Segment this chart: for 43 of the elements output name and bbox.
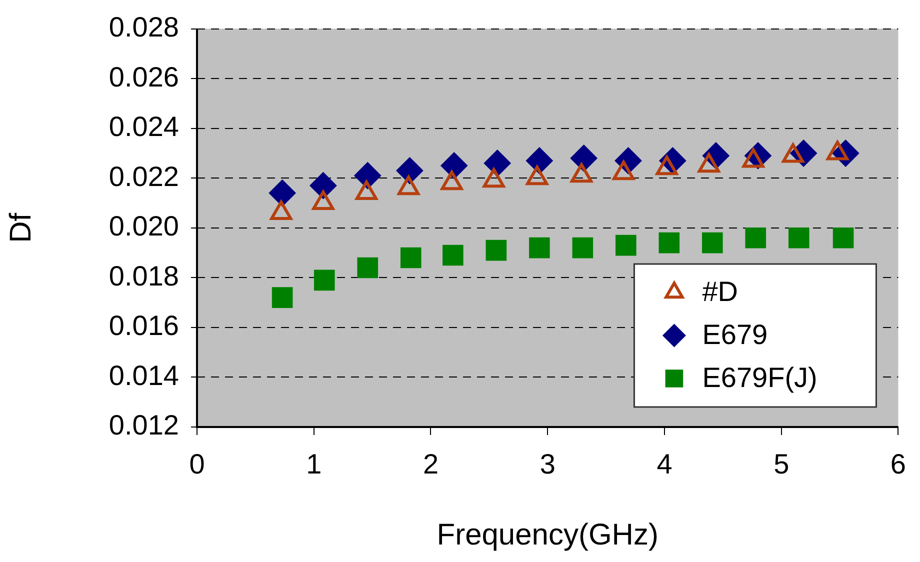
y-tick-label: 0.026: [108, 61, 179, 92]
point: [354, 162, 382, 190]
point: [357, 257, 378, 278]
point: [570, 144, 598, 172]
point: [440, 152, 468, 180]
legend-label: E679: [702, 319, 768, 350]
y-axis-title: Df: [4, 212, 38, 243]
y-tick-label: 0.022: [108, 160, 179, 192]
y-tick-label: 0.014: [108, 360, 179, 391]
y-tick-label: 0.016: [108, 310, 179, 342]
point: [788, 227, 810, 248]
point: [268, 180, 296, 207]
point: [310, 172, 337, 200]
point: [702, 232, 723, 254]
legend-label: E679F(J): [702, 362, 818, 394]
point: [832, 227, 854, 248]
x-tick-label: 1: [306, 448, 322, 480]
point: [526, 147, 553, 174]
point: [616, 234, 636, 256]
point: [658, 232, 680, 254]
point: [529, 237, 550, 258]
point: [400, 247, 422, 268]
point: [272, 287, 293, 308]
x-tick-label: 5: [774, 448, 790, 480]
point: [484, 150, 511, 177]
x-tick-label: 6: [890, 448, 906, 480]
x-axis-title: Frequency(GHz): [436, 518, 658, 552]
point: [396, 157, 424, 184]
legend-label: #D: [702, 276, 738, 308]
point: [314, 270, 335, 291]
point: [745, 227, 766, 248]
y-tick-label: 0.012: [108, 410, 179, 441]
y-tick-label: 0.018: [108, 260, 179, 292]
y-tick-label: 0.020: [108, 210, 179, 242]
x-tick-label: 0: [189, 448, 205, 480]
x-tick-label: 4: [656, 448, 672, 480]
y-tick-label: 0.028: [108, 12, 179, 43]
x-tick-label: 3: [540, 448, 556, 480]
point: [442, 244, 464, 266]
y-tick-label: 0.024: [108, 111, 179, 142]
x-tick-label: 2: [422, 448, 439, 480]
point: [486, 240, 507, 261]
point: [572, 237, 594, 258]
